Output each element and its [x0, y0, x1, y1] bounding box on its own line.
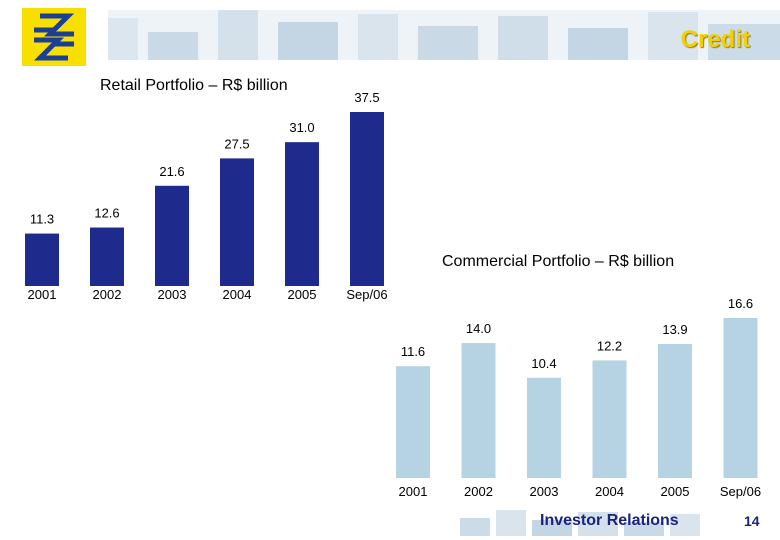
retail-value-label: 12.6	[94, 206, 119, 221]
retail-bar-2002	[90, 227, 124, 286]
retail-category-label: 2005	[288, 287, 317, 302]
retail-category-label: 2001	[28, 287, 57, 302]
logo-mark	[33, 13, 75, 61]
retail-chart-title: Retail Portfolio – R$ billion	[100, 77, 288, 94]
footer-decoration	[460, 510, 700, 536]
commercial-category-label: 2002	[464, 484, 493, 499]
footer-section-label: Investor Relations	[540, 512, 679, 529]
retail-category-label: 2003	[158, 287, 187, 302]
commercial-value-label: 11.6	[401, 344, 425, 359]
slide-title: Credit	[680, 26, 750, 53]
commercial-value-label: 13.9	[662, 322, 687, 337]
commercial-bar-2003	[527, 377, 561, 478]
retail-value-label: 37.5	[354, 90, 379, 105]
commercial-category-label: 2005	[661, 484, 690, 499]
commercial-bar-2005	[658, 344, 692, 478]
retail-category-label: Sep/06	[346, 287, 387, 302]
commercial-value-label: 14.0	[466, 321, 491, 336]
retail-bar-2004	[220, 158, 254, 286]
retail-value-label: 21.6	[159, 164, 184, 179]
commercial-category-label: Sep/06	[720, 484, 761, 499]
retail-bar-sep-06	[350, 112, 384, 286]
retail-bar-2005	[285, 142, 319, 286]
commercial-category-label: 2004	[595, 484, 624, 499]
retail-bar-2001	[25, 233, 59, 286]
commercial-category-label: 2001	[399, 484, 428, 499]
retail-value-label: 11.3	[30, 212, 54, 227]
header-decoration	[108, 10, 780, 60]
commercial-bar-2001	[396, 366, 430, 478]
retail-bar-2003	[155, 185, 189, 286]
retail-category-label: 2002	[93, 287, 122, 302]
commercial-bar-sep-06	[723, 318, 758, 478]
bank-logo	[22, 8, 86, 66]
commercial-category-label: 2003	[530, 484, 559, 499]
commercial-bar-2002	[461, 343, 496, 478]
retail-value-label: 27.5	[224, 136, 249, 151]
retail-value-label: 31.0	[289, 120, 314, 135]
commercial-value-label: 10.4	[531, 356, 556, 371]
commercial-bar-2004	[592, 360, 627, 478]
commercial-value-label: 16.6	[728, 296, 753, 311]
commercial-value-label: 12.2	[597, 338, 622, 353]
page-number: 14	[744, 513, 760, 529]
retail-category-label: 2004	[223, 287, 252, 302]
commercial-chart-title: Commercial Portfolio – R$ billion	[442, 253, 674, 270]
